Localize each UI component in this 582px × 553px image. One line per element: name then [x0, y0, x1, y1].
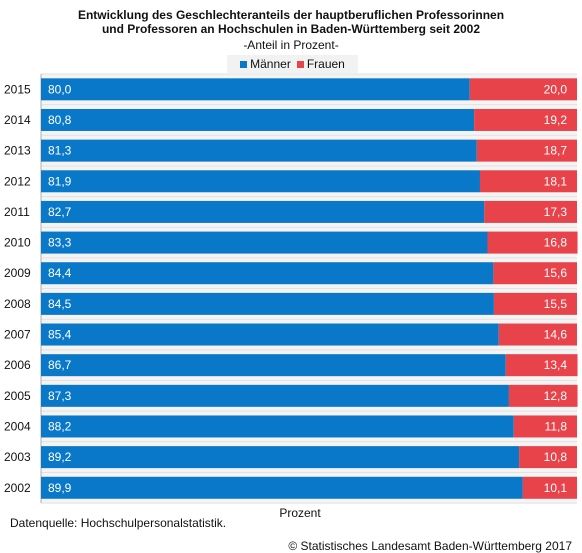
chart-legend: Männer Frauen — [227, 55, 358, 73]
y-tick-label-2009: 2009 — [4, 266, 31, 280]
data-label-frauen-2015: 20,0 — [544, 82, 568, 96]
bar-frauen-2007 — [498, 323, 577, 346]
data-label-frauen-2004: 11,8 — [545, 419, 568, 433]
data-label-maenner-2005: 87,3 — [48, 389, 72, 403]
legend-item-maenner: Männer — [240, 55, 291, 73]
data-label-maenner-2009: 84,4 — [48, 266, 72, 280]
y-tick-label-2002: 2002 — [4, 481, 31, 495]
bar-frauen-2003 — [519, 446, 577, 469]
data-label-maenner-2003: 89,2 — [48, 450, 72, 464]
y-tick-label-2013: 2013 — [4, 144, 31, 158]
y-tick-label-2015: 2015 — [4, 82, 31, 96]
chart-title: Entwicklung des Geschlechteranteils der … — [0, 8, 582, 36]
data-label-frauen-2003: 10,8 — [544, 450, 568, 464]
data-source: Datenquelle: Hochschulpersonalstatistik. — [10, 516, 227, 530]
bar-maenner-2013 — [41, 139, 477, 162]
bar-maenner-2004 — [41, 415, 514, 438]
bar-maenner-2005 — [41, 384, 509, 407]
bar-frauen-2006 — [505, 354, 578, 377]
data-label-frauen-2014: 19,2 — [544, 113, 568, 127]
y-tick-label-2003: 2003 — [4, 450, 31, 464]
data-label-maenner-2014: 80,8 — [48, 113, 72, 127]
data-label-maenner-2013: 81,3 — [48, 144, 72, 158]
y-tick-label-2008: 2008 — [4, 297, 31, 311]
data-label-maenner-2015: 80,0 — [48, 82, 72, 96]
bar-frauen-2011 — [484, 200, 577, 223]
chart-title-line-1: Entwicklung des Geschlechteranteils der … — [77, 8, 505, 22]
y-tick-label-2004: 2004 — [4, 419, 31, 433]
bar-frauen-2008 — [493, 292, 577, 315]
data-label-maenner-2011: 82,7 — [48, 205, 72, 219]
data-label-maenner-2010: 83,3 — [48, 236, 72, 250]
data-label-frauen-2007: 14,6 — [544, 328, 568, 342]
bar-frauen-2010 — [487, 231, 578, 254]
bar-maenner-2006 — [41, 354, 506, 377]
bar-maenner-2011 — [41, 200, 485, 223]
data-label-maenner-2007: 85,4 — [48, 328, 72, 342]
bar-frauen-2013 — [476, 139, 577, 162]
x-axis-label: Prozent — [279, 506, 321, 520]
bar-maenner-2012 — [41, 170, 480, 193]
data-label-maenner-2002: 89,9 — [48, 481, 72, 495]
bar-frauen-2012 — [479, 170, 577, 193]
bar-frauen-2015 — [469, 78, 577, 101]
data-label-frauen-2002: 10,1 — [544, 481, 568, 495]
bar-maenner-2007 — [41, 323, 499, 346]
legend-label-maenner: Männer — [250, 57, 291, 71]
data-label-frauen-2005: 12,8 — [544, 389, 568, 403]
bar-frauen-2014 — [474, 108, 577, 131]
legend-swatch-frauen — [296, 60, 304, 68]
bar-frauen-2005 — [508, 384, 578, 407]
bar-maenner-2009 — [41, 262, 494, 285]
y-tick-label-2005: 2005 — [4, 389, 31, 403]
bar-frauen-2004 — [513, 415, 577, 438]
data-label-maenner-2008: 84,5 — [48, 297, 72, 311]
bar-maenner-2015 — [41, 78, 470, 101]
legend-swatch-maenner — [240, 60, 248, 68]
data-label-frauen-2008: 15,5 — [544, 297, 568, 311]
legend-label-frauen: Frauen — [306, 57, 345, 71]
bar-maenner-2002 — [41, 476, 523, 499]
data-label-maenner-2004: 88,2 — [48, 419, 72, 433]
y-tick-label-2010: 2010 — [4, 236, 31, 250]
data-label-frauen-2011: 17,3 — [544, 205, 568, 219]
chart-subtitle: -Anteil in Prozent- — [243, 38, 339, 52]
data-label-frauen-2010: 16,8 — [544, 236, 568, 250]
chart-title-line-2: und Professoren an Hochschulen in Baden-… — [101, 22, 481, 36]
bar-maenner-2008 — [41, 292, 494, 315]
bar-maenner-2014 — [41, 108, 475, 131]
data-label-frauen-2006: 13,4 — [544, 358, 568, 372]
y-tick-label-2006: 2006 — [4, 358, 31, 372]
data-label-frauen-2013: 18,7 — [544, 144, 568, 158]
bar-frauen-2002 — [522, 476, 577, 499]
y-tick-label-2007: 2007 — [4, 328, 31, 342]
data-label-maenner-2012: 81,9 — [48, 174, 72, 188]
bar-maenner-2003 — [41, 446, 520, 469]
y-tick-label-2011: 2011 — [4, 205, 30, 219]
bar-maenner-2010 — [41, 231, 488, 254]
y-tick-label-2012: 2012 — [4, 174, 31, 188]
y-tick-label-2014: 2014 — [4, 113, 31, 127]
legend-item-frauen: Frauen — [296, 55, 345, 73]
data-label-frauen-2009: 15,6 — [544, 266, 568, 280]
copyright-notice: © Statistisches Landesamt Baden-Württemb… — [288, 539, 572, 553]
bar-frauen-2009 — [493, 262, 577, 285]
data-label-frauen-2012: 18,1 — [544, 174, 568, 188]
data-label-maenner-2006: 86,7 — [48, 358, 72, 372]
